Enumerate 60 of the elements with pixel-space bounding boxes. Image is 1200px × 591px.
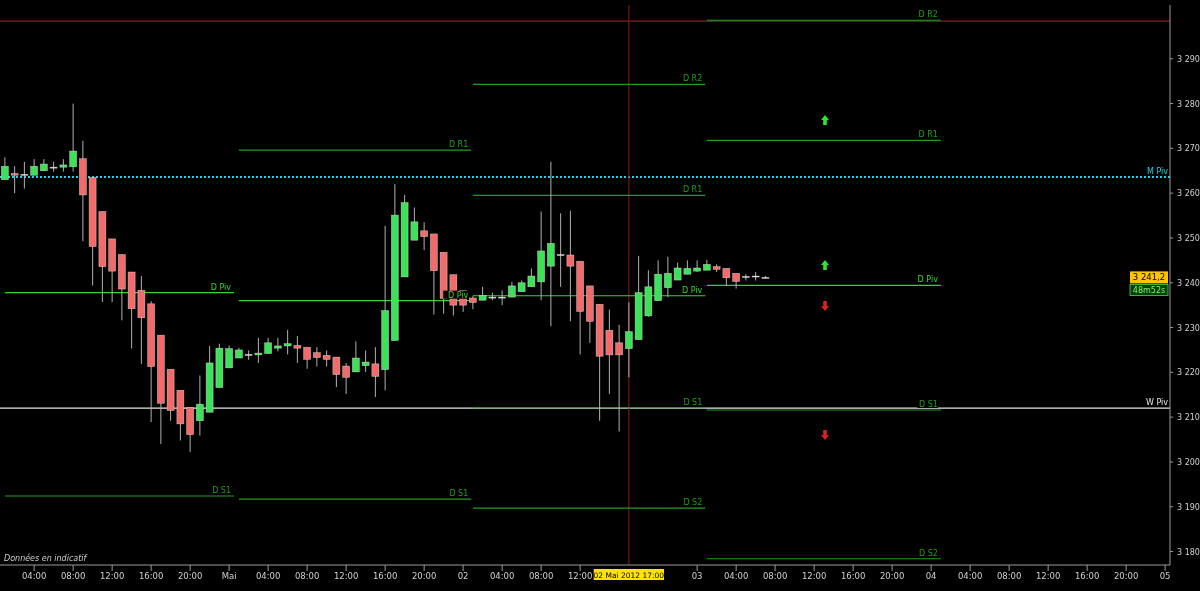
text: D S1 xyxy=(683,397,703,407)
text: D Piv xyxy=(447,290,469,300)
x-tick-label: 04:00 xyxy=(255,571,281,582)
x-tick-label: 16:00 xyxy=(1074,571,1100,582)
text: D R1 xyxy=(918,130,938,140)
y-tick-label: 3 210 xyxy=(1177,413,1200,423)
y-tick-label: 3 200 xyxy=(1177,457,1200,467)
y-tick-label: 3 250 xyxy=(1177,233,1200,243)
y-tick-label: 3 260 xyxy=(1177,189,1200,199)
series-label: D R1 xyxy=(448,140,469,150)
x-tick-label: 16:00 xyxy=(372,571,398,582)
x-tick-label: 20:00 xyxy=(879,571,905,582)
series-label: D Piv xyxy=(210,282,232,292)
y-tick-label: 3 180 xyxy=(1177,547,1200,557)
x-tick-label: 20:00 xyxy=(411,571,437,582)
text: D S1 xyxy=(919,399,938,409)
x-tick-label: 08:00 xyxy=(762,571,788,582)
series-label: D S1 xyxy=(212,486,231,496)
text: D R1 xyxy=(682,185,703,195)
y-tick-label: 3 190 xyxy=(1177,502,1200,512)
x-tick-label: 04:00 xyxy=(21,571,47,582)
y-tick-label: 3 240 xyxy=(1177,278,1200,288)
y-tick-label: 3 280 xyxy=(1177,99,1200,109)
text: D S1 xyxy=(449,489,469,499)
y-tick-label: 3 270 xyxy=(1177,144,1200,154)
ref-line-label: W Piv xyxy=(1145,398,1169,408)
x-tick-label: 12:00 xyxy=(333,571,359,582)
x-tick-label: 04:00 xyxy=(957,571,983,582)
x-tick-label: 04:00 xyxy=(489,571,515,582)
x-tick-label: 02 xyxy=(457,571,469,582)
x-tick-label: 08:00 xyxy=(996,571,1022,582)
annotation: 3 241,2 xyxy=(1132,272,1166,283)
x-tick-label: 12:00 xyxy=(99,571,125,582)
x-tick-label: 04:00 xyxy=(723,571,749,582)
x-tick-label: 12:00 xyxy=(801,571,827,582)
x-tick-label: 05 xyxy=(1159,571,1171,582)
x-tick-label: 08:00 xyxy=(528,571,554,582)
text: D R2 xyxy=(918,10,938,20)
x-tick-label: 16:00 xyxy=(138,571,164,582)
x-tick-label: 12:00 xyxy=(567,571,593,582)
text: D S2 xyxy=(919,548,938,558)
x-tick-label: 20:00 xyxy=(1113,571,1139,582)
x-tick-label: 16:00 xyxy=(840,571,866,582)
annotation: Données en indicatif xyxy=(4,553,88,563)
x-tick-label: Mai xyxy=(221,571,237,582)
series-label: D R2 xyxy=(682,74,703,84)
annotation: 48m52s xyxy=(1132,285,1166,295)
y-tick-label: 3 290 xyxy=(1177,54,1200,64)
y-tick-label: 3 220 xyxy=(1177,368,1200,378)
x-tick-label: 12:00 xyxy=(1035,571,1061,582)
text: D Piv xyxy=(681,285,703,295)
x-tick-label: 03 xyxy=(691,571,703,582)
series-label: D S2 xyxy=(683,498,703,508)
x-tick-label: 08:00 xyxy=(60,571,86,582)
y-tick-label: 3 230 xyxy=(1177,323,1200,333)
x-tick-label: 04 xyxy=(925,571,937,582)
x-tick-label: 20:00 xyxy=(177,571,203,582)
x-tick-label: 08:00 xyxy=(294,571,320,582)
ref-line-label: M Piv xyxy=(1146,167,1169,177)
text: D Piv xyxy=(917,275,938,285)
